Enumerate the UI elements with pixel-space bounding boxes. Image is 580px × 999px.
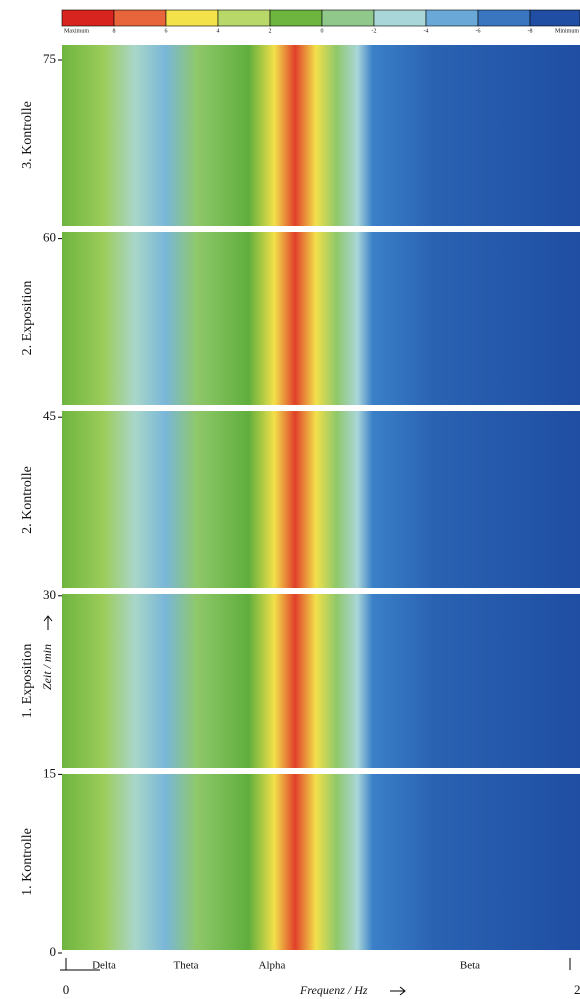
x-end: 2: [574, 982, 580, 997]
x-start: 0: [63, 982, 70, 997]
y-tick-label: 75: [43, 51, 56, 66]
heatmap-panel: [62, 45, 580, 226]
band-label: Delta: [92, 960, 116, 972]
panel-label: 1. Exposition: [20, 644, 35, 719]
panel-label: 2. Kontrolle: [20, 466, 35, 534]
panel-label: 1. Kontrolle: [20, 828, 35, 896]
colorbar-tick: -6: [476, 28, 481, 34]
y-arrow: [43, 615, 53, 630]
heatmap-panel: [62, 774, 580, 950]
colorbar-tick: 2: [269, 28, 272, 34]
colorbar-tick: 8: [113, 28, 116, 34]
band-label: Theta: [173, 960, 198, 972]
colorbar-tick: -8: [528, 28, 533, 34]
colorbar: Maximum Minimum: [61, 9, 580, 34]
band-label: Alpha: [259, 960, 286, 972]
y-axis-label: Zeit / min: [40, 644, 54, 690]
y-tick-label: 30: [43, 587, 56, 602]
heatmap-panel: [62, 594, 580, 768]
colorbar-tick: -2: [372, 28, 377, 34]
panels: [62, 45, 580, 950]
panel-label: 2. Exposition: [20, 281, 35, 356]
x-arrow: [390, 986, 406, 996]
colorbar-tick: 4: [217, 28, 220, 34]
band-label: Beta: [460, 960, 480, 972]
colorbar-min: Minimum: [555, 28, 579, 34]
colorbar-max: Maximum: [64, 28, 89, 34]
colorbar-tick: -4: [424, 28, 429, 34]
colorbar-tick: 0: [321, 28, 324, 34]
heatmap-panel: [62, 411, 580, 588]
y-tick-label: 60: [43, 230, 56, 245]
y-tick-label: 45: [43, 408, 56, 423]
colorbar-tick: 6: [165, 28, 168, 34]
panel-label: 3. Kontrolle: [20, 101, 35, 169]
x-axis-label: Frequenz / Hz: [299, 983, 368, 997]
heatmap-panel: [62, 232, 580, 405]
band-bracket: [60, 958, 571, 971]
y-tick-label: 0: [50, 944, 57, 959]
y-tick-label: 15: [43, 765, 56, 780]
